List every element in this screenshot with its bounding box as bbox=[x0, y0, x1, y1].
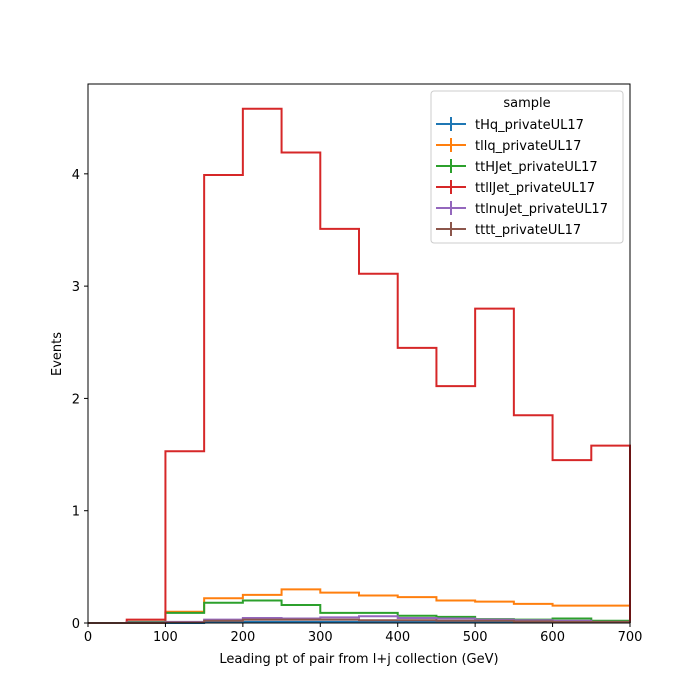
x-tick-label: 600 bbox=[540, 630, 565, 645]
legend-label: tllq_privateUL17 bbox=[475, 139, 581, 154]
legend-label: tHq_privateUL17 bbox=[475, 118, 584, 133]
legend-item: tHq_privateUL17 bbox=[436, 117, 584, 133]
legend-box bbox=[430, 90, 624, 244]
legend-item: ttllJet_privateUL17 bbox=[436, 180, 595, 196]
legend-title: sample bbox=[503, 96, 550, 111]
legend-label: tttt_privateUL17 bbox=[475, 223, 581, 238]
x-tick-label: 700 bbox=[618, 630, 643, 645]
series-line-2 bbox=[88, 599, 631, 624]
y-tick-label: 1 bbox=[72, 505, 80, 520]
series-layer bbox=[88, 107, 631, 624]
legend: sample tHq_privateUL17 tllq_privateUL17tt… bbox=[430, 90, 624, 244]
legend-label: ttlnuJet_privateUL17 bbox=[475, 202, 608, 217]
legend-item: ttHJet_privateUL17 bbox=[436, 159, 598, 175]
x-tick-label: 300 bbox=[308, 630, 333, 645]
x-tick-label: 100 bbox=[153, 630, 178, 645]
x-axis-ticks: 0 100 200 300 400 500 600 700 bbox=[84, 623, 643, 645]
axes-frame bbox=[87, 83, 631, 624]
x-tick-label: 200 bbox=[230, 630, 255, 645]
y-axis-label: Events bbox=[50, 332, 65, 376]
y-axis-ticks: 0 1 2 3 4 bbox=[72, 168, 88, 632]
legend-label: ttHJet_privateUL17 bbox=[475, 160, 598, 175]
x-axis-label: Leading pt of pair from l+j collection (… bbox=[219, 652, 498, 667]
legend-item: ttlnuJet_privateUL17 bbox=[436, 201, 608, 217]
series-line-5 bbox=[88, 618, 631, 624]
y-tick-label: 4 bbox=[72, 168, 80, 183]
y-tick-label: 3 bbox=[72, 280, 80, 295]
y-tick-label: 2 bbox=[72, 392, 80, 407]
x-tick-label: 500 bbox=[463, 630, 488, 645]
legend-item: tllq_privateUL17 bbox=[436, 138, 581, 154]
legend-label: ttllJet_privateUL17 bbox=[475, 181, 595, 196]
y-tick-label: 0 bbox=[72, 617, 80, 632]
legend-items: tHq_privateUL17 tllq_privateUL17 ttHJet_pr… bbox=[436, 117, 608, 238]
x-tick-label: 400 bbox=[385, 630, 410, 645]
legend-item: tttt_privateUL17 bbox=[436, 222, 581, 238]
series-line-1 bbox=[88, 588, 631, 624]
x-tick-label: 0 bbox=[84, 630, 92, 645]
series-line-3 bbox=[88, 107, 631, 624]
